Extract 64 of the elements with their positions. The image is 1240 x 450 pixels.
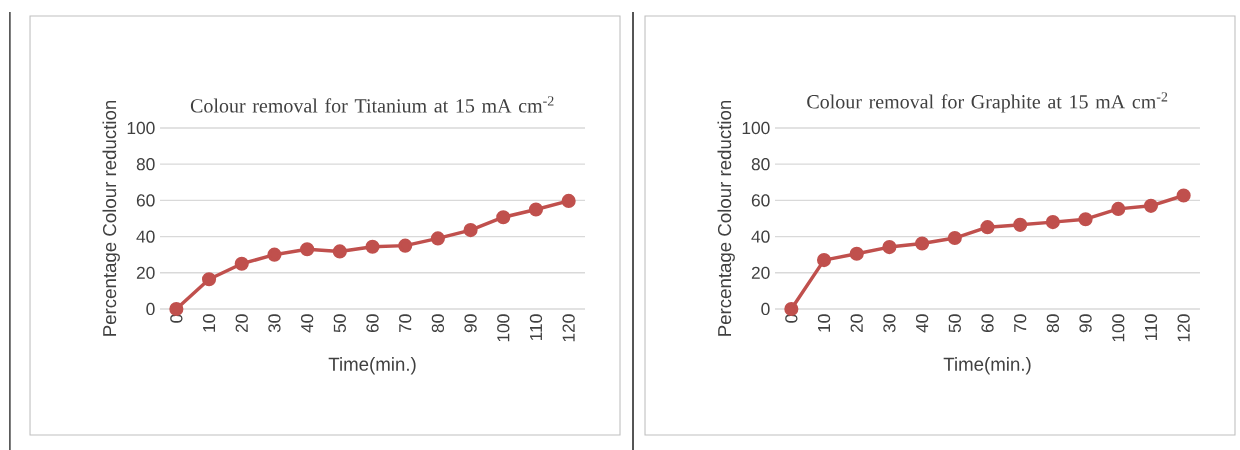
x-tick-label: 90 — [464, 314, 477, 333]
x-tick-label: 100 — [497, 314, 510, 342]
point — [1176, 188, 1191, 203]
point — [1143, 198, 1159, 213]
point — [398, 238, 413, 253]
y-axis-title: Percentage Colour reduction — [717, 100, 735, 336]
y-tick-label: 80 — [751, 158, 770, 171]
point — [915, 236, 930, 251]
point — [849, 246, 864, 261]
x-tick-label: 20 — [235, 314, 248, 333]
x-tick-label: 80 — [431, 314, 445, 333]
x-tick-label: 10 — [202, 314, 216, 332]
y-tick-label: 40 — [136, 230, 155, 243]
y-tick-label: 60 — [751, 194, 770, 207]
x-tick-label: 90 — [1079, 314, 1092, 333]
point — [1045, 215, 1060, 230]
y-tick-label: 100 — [742, 121, 770, 135]
point — [267, 247, 282, 262]
x-tick-label: 30 — [268, 314, 281, 333]
x-tick-label: 40 — [300, 314, 314, 333]
x-tick-label: 120 — [562, 314, 575, 342]
x-tick-label: 80 — [1046, 314, 1060, 333]
point — [201, 272, 217, 287]
point — [1013, 217, 1028, 232]
x-axis-title: Time(min.) — [943, 357, 1031, 375]
x-tick-label: 50 — [333, 314, 346, 333]
x-tick-label: 40 — [915, 314, 929, 333]
y-tick-label: 60 — [136, 194, 155, 207]
point — [332, 244, 347, 259]
point — [300, 242, 315, 257]
point — [463, 223, 478, 238]
x-tick-label: 70 — [399, 314, 412, 333]
point — [430, 231, 445, 246]
y-tick-label: 20 — [751, 266, 770, 279]
point — [1078, 212, 1093, 227]
chart-title: Colour removal for Titanium at 15 mA cm$^{-2}$ — [190, 96, 554, 113]
y-tick-label: 40 — [751, 230, 770, 243]
point — [234, 256, 249, 271]
x-tick-label: 120 — [1177, 314, 1190, 342]
x-tick-label: 70 — [1014, 314, 1027, 333]
x-tick-label: 30 — [883, 314, 896, 333]
x-tick-label: 60 — [981, 314, 994, 333]
x-tick-label: 60 — [366, 314, 379, 333]
x-tick-label: 110 — [529, 314, 543, 341]
point — [947, 230, 962, 246]
x-tick-label: 50 — [948, 314, 961, 333]
point — [980, 220, 995, 235]
point — [816, 253, 832, 268]
point — [1111, 201, 1126, 216]
chart-title: Colour removal for Graphite at 15 mA cm$^{-2}$ — [807, 92, 1168, 113]
x-tick-label: 10 — [817, 314, 831, 332]
y-axis-title: Percentage Colour reduction — [102, 100, 120, 336]
point — [561, 193, 576, 209]
y-tick-label: 100 — [127, 121, 155, 135]
point — [496, 210, 511, 225]
x-tick-label: 110 — [1144, 314, 1158, 341]
point — [365, 239, 380, 254]
y-tick-label: 20 — [136, 266, 155, 279]
x-tick-label: 20 — [850, 314, 863, 333]
point — [882, 240, 897, 255]
y-tick-label: 80 — [136, 158, 155, 171]
point — [528, 202, 544, 217]
x-tick-label: 100 — [1112, 314, 1125, 342]
x-axis-title: Time(min.) — [328, 357, 416, 375]
